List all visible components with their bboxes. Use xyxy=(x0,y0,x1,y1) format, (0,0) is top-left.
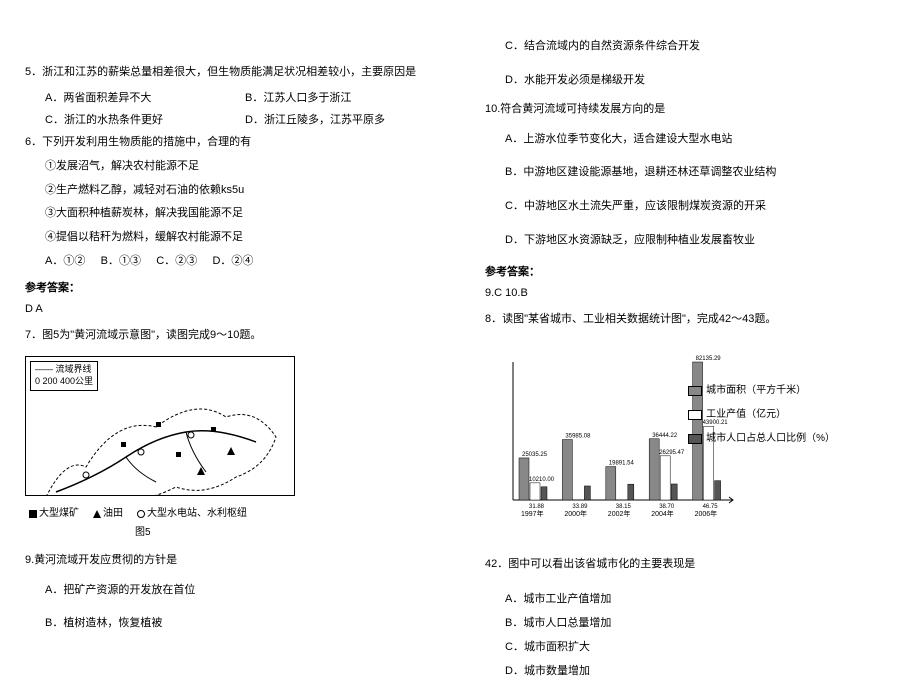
legend-ind: 工业产值（亿元） xyxy=(706,406,786,424)
svg-text:2002年: 2002年 xyxy=(608,509,631,518)
right-column: C．结合流域内的自然资源条件综合开发 D．水能开发必须是梯级开发 10.符合黄河… xyxy=(460,0,920,651)
q5-c: C．浙江的水热条件更好 xyxy=(45,111,245,127)
q6-c: C．②③ xyxy=(156,255,197,267)
legend-area: 城市面积（平方千米） xyxy=(706,382,806,400)
q10-d: D．下游地区水资源缺乏，应限制种植业发展畜牧业 xyxy=(505,232,895,250)
ans56: D A xyxy=(25,301,435,319)
ans56-head: 参考答案： xyxy=(25,279,435,295)
q6-opts: A．①② B．①③ C．②③ D．②④ xyxy=(45,253,435,271)
q6-b: B．①③ xyxy=(101,255,141,267)
q5-a: A．两省面积差异不大 xyxy=(45,89,245,105)
q9-stem: 9.黄河流域开发应贯彻的方针是 xyxy=(25,552,435,570)
q9-a: A．把矿产资源的开发放在首位 xyxy=(45,582,435,600)
svg-text:31.88: 31.88 xyxy=(529,504,545,510)
square-icon xyxy=(29,510,37,518)
svg-text:26295.47: 26295.47 xyxy=(659,450,685,456)
legend-hydro: 大型水电站、水利枢纽 xyxy=(137,504,247,519)
q6-d: D．②④ xyxy=(212,255,253,267)
left-column: 5．浙江和江苏的薪柴总量相差很大，但生物质能满足状况相差较小，主要原因是 A．两… xyxy=(0,0,460,651)
svg-text:38.15: 38.15 xyxy=(616,504,632,510)
q42-options: A．城市工业产值增加 B．城市人口总量增加 C．城市面积扩大 D．城市数量增加 xyxy=(505,586,895,682)
q42-a: A．城市工业产值增加 xyxy=(505,590,705,606)
legend-swatch-ind xyxy=(688,410,702,420)
svg-text:19891.54: 19891.54 xyxy=(609,461,635,467)
legend-swatch-pct xyxy=(688,434,702,444)
q8-stem: 8．读图"某省城市、工业相关数据统计图"，完成42～43题。 xyxy=(485,311,895,329)
legend-pct: 城市人口占总人口比例（%） xyxy=(706,430,835,448)
q5-stem: 5．浙江和江苏的薪柴总量相差很大，但生物质能满足状况相差较小，主要原因是 xyxy=(25,64,435,82)
q9-c: C．结合流域内的自然资源条件综合开发 xyxy=(505,38,895,56)
q10-c: C．中游地区水土流失严重，应该限制煤炭资源的开采 xyxy=(505,198,895,216)
q42-b: B．城市人口总量增加 xyxy=(505,614,705,630)
q7-stem: 7．图5为"黄河流域示意图"，读图完成9～10题。 xyxy=(25,327,435,345)
chart-legend: 城市面积（平方千米） 工业产值（亿元） 城市人口占总人口比例（%） xyxy=(688,382,835,454)
q6-o1: ①发展沼气，解决农村能源不足 xyxy=(45,158,435,176)
q9-b: B．植树造林，恢复植被 xyxy=(45,615,435,633)
ans910: 9.C 10.B xyxy=(485,285,895,303)
scale-title: —— 流域界线 xyxy=(35,364,93,376)
svg-text:82135.29: 82135.29 xyxy=(696,356,722,362)
q5-b: B．江苏人口多于浙江 xyxy=(245,89,351,105)
svg-text:35985.08: 35985.08 xyxy=(565,434,591,440)
svg-text:36444.22: 36444.22 xyxy=(652,433,678,439)
circle-icon xyxy=(137,510,145,518)
map-caption: 图5 xyxy=(135,523,435,538)
q10-a: A．上游水位季节变化大，适合建设大型水电站 xyxy=(505,131,895,149)
q6-o2: ②生产燃料乙醇，减轻对石油的依赖ks5u xyxy=(45,182,435,200)
svg-text:2000年: 2000年 xyxy=(564,509,587,518)
svg-text:46.75: 46.75 xyxy=(703,504,719,510)
svg-text:38.70: 38.70 xyxy=(659,504,675,510)
q6-stem: 6．下列开发利用生物质能的措施中，合理的有 xyxy=(25,134,435,152)
legend-coal: 大型煤矿 xyxy=(29,504,79,519)
legend-oil: 油田 xyxy=(93,504,123,519)
svg-text:10210.00: 10210.00 xyxy=(529,477,555,483)
bar-chart: 25035.2510210.0031.881997年35985.0833.892… xyxy=(495,352,835,522)
scale-units: 0 200 400公里 xyxy=(35,376,93,388)
q6-o4: ④提倡以秸秆为燃料，缓解农村能源不足 xyxy=(45,229,435,247)
svg-text:25035.25: 25035.25 xyxy=(522,452,548,458)
map-figure: —— 流域界线 0 200 400公里 xyxy=(25,356,295,496)
q42-stem: 42．图中可以看出该省城市化的主要表现是 xyxy=(485,556,895,574)
q5-cd: C．浙江的水热条件更好 D．浙江丘陵多，江苏平原多 xyxy=(45,111,435,127)
q42-c: C．城市面积扩大 xyxy=(505,638,705,654)
q9-d: D．水能开发必须是梯级开发 xyxy=(505,72,895,90)
q10-b: B．中游地区建设能源基地，退耕还林还草调整农业结构 xyxy=(505,164,895,182)
ans910-head: 参考答案： xyxy=(485,263,895,279)
svg-text:2004年: 2004年 xyxy=(651,509,674,518)
q42-d: D．城市数量增加 xyxy=(505,662,705,678)
svg-text:2006年: 2006年 xyxy=(695,509,718,518)
q10-stem: 10.符合黄河流域可持续发展方向的是 xyxy=(485,101,895,119)
q5-d: D．浙江丘陵多，江苏平原多 xyxy=(245,111,385,127)
map-scale: —— 流域界线 0 200 400公里 xyxy=(30,361,98,390)
svg-text:1997年: 1997年 xyxy=(521,509,544,518)
map-legend: 大型煤矿 油田 大型水电站、水利枢纽 xyxy=(29,504,435,519)
svg-text:33.89: 33.89 xyxy=(572,504,588,510)
legend-swatch-area xyxy=(688,386,702,396)
q5-ab: A．两省面积差异不大 B．江苏人口多于浙江 xyxy=(45,89,435,105)
q6-o3: ③大面积种植薪炭林，解决我国能源不足 xyxy=(45,205,435,223)
triangle-icon xyxy=(93,510,101,518)
q6-a: A．①② xyxy=(45,255,85,267)
